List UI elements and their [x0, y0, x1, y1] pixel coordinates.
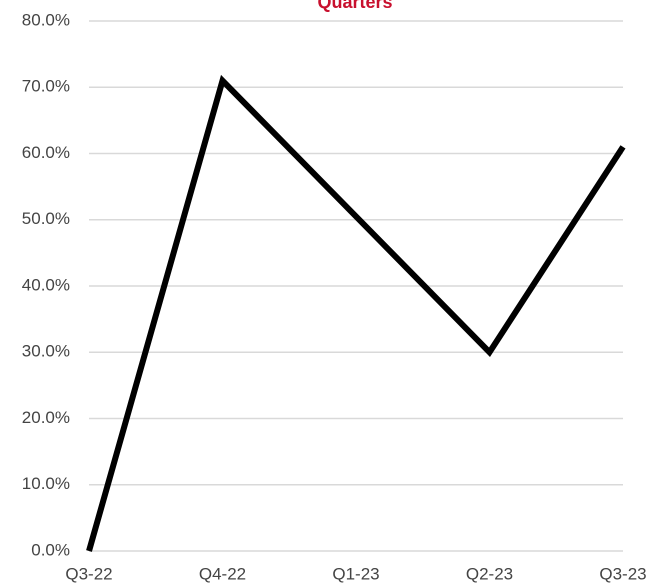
y-tick-label: 30.0% — [22, 342, 70, 361]
y-tick-label: 60.0% — [22, 143, 70, 162]
y-tick-label: 20.0% — [22, 408, 70, 427]
x-tick-label: Q1-23 — [332, 564, 379, 583]
y-tick-label: 70.0% — [22, 77, 70, 96]
x-tick-label: Q3-22 — [65, 564, 112, 583]
y-tick-label: 50.0% — [22, 209, 70, 228]
x-tick-label: Q4-22 — [199, 564, 246, 583]
x-tick-label: Q3-23 — [599, 564, 646, 583]
x-tick-label: Q2-23 — [466, 564, 513, 583]
chart-title: Quarters — [317, 0, 392, 12]
y-tick-label: 80.0% — [22, 10, 70, 29]
y-tick-label: 10.0% — [22, 474, 70, 493]
y-tick-label: 0.0% — [31, 540, 70, 559]
line-series — [86, 74, 626, 552]
y-tick-label: 40.0% — [22, 275, 70, 294]
